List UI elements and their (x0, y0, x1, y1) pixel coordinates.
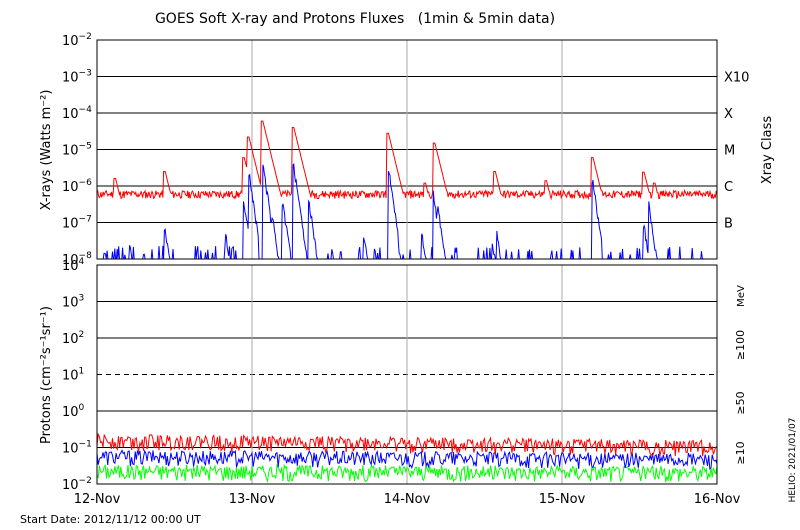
proton-panel: 104 103 102 101 100 10−1 10−2 Protons (cm⁻²s⁻¹… (39, 257, 747, 493)
proton-tick-label: 104 (62, 257, 85, 274)
proton-tick-label: 102 (62, 330, 84, 347)
proton-plot-frame (96, 264, 718, 485)
energy-legend-item: ≥50 (734, 391, 747, 414)
proton-series-line (96, 449, 718, 470)
xray-class-label: X (724, 107, 733, 122)
credit-label: HELIO: 2021/01/07 (788, 418, 798, 503)
xray-tick-label: 10−3 (62, 69, 92, 86)
start-date: Start Date: 2012/11/12 00:00 UT (20, 513, 201, 526)
xray-plot-frame (96, 39, 718, 260)
xray-class-label: M (724, 144, 735, 159)
energy-legend-item: ≥10 (734, 441, 747, 464)
energy-legend-item: ≥100 (734, 330, 747, 360)
xray-class-axis-label: Xray Class (760, 116, 775, 184)
proton-series-line (96, 463, 718, 484)
proton-tick-label: 10−2 (62, 476, 92, 493)
energy-unit-label: MeV (736, 285, 747, 307)
xray-class-label: C (724, 180, 733, 195)
proton-tick-label: 10−1 (62, 440, 92, 457)
x-tick-label: 12-Nov (74, 492, 121, 507)
proton-axis-label: Protons (cm⁻²s⁻¹sr⁻¹) (39, 306, 54, 444)
proton-tick-label: 101 (62, 367, 84, 384)
x-tick-label: 14-Nov (384, 492, 431, 507)
xray-tick-label: 10−8 (62, 251, 92, 268)
proton-tick-label: 103 (62, 294, 84, 311)
xray-tick-label: 10−5 (62, 142, 92, 159)
xray-tick-label: 10−4 (62, 105, 92, 122)
xray-class-label: X10 (724, 71, 749, 86)
xray-panel: 10−2 10−3 10−4 10−5 10−6 10−7 10−8 X10 X M C B X-r… (39, 32, 775, 268)
proton-tick-label: 100 (62, 403, 85, 420)
proton-series-line (96, 432, 718, 457)
xray-tick-label: 10−7 (62, 215, 92, 232)
chart-title: GOES Soft X-ray and Protons Fluxes (1min… (155, 11, 555, 27)
x-tick-label: 15-Nov (539, 492, 586, 507)
x-tick-label: 13-Nov (229, 492, 276, 507)
xray-axis-label: X-rays (Watts m⁻²) (39, 90, 54, 211)
xray-tick-label: 10−2 (62, 32, 92, 49)
xray-long-series (96, 120, 718, 201)
xray-class-label: B (724, 217, 733, 232)
x-tick-label: 16-Nov (694, 492, 741, 507)
xray-tick-label: 10−6 (62, 178, 92, 195)
